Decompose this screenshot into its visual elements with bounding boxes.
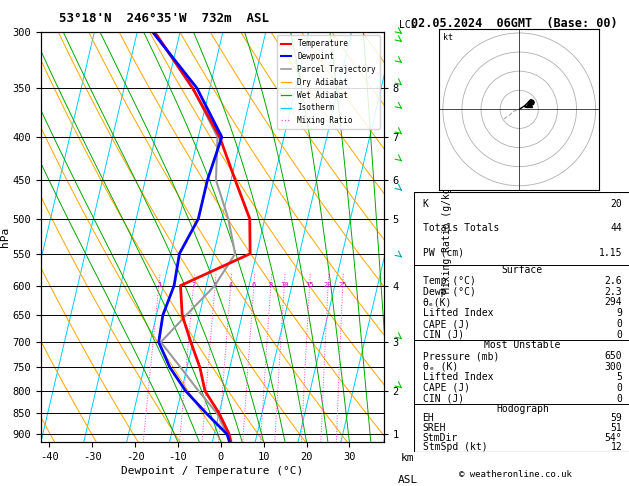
Text: EH: EH <box>423 413 434 423</box>
Text: CAPE (J): CAPE (J) <box>423 383 470 393</box>
Text: 650: 650 <box>604 351 622 361</box>
Text: 25: 25 <box>338 282 347 288</box>
Text: 2: 2 <box>191 282 196 288</box>
Text: 4: 4 <box>229 282 233 288</box>
Text: 1: 1 <box>157 282 161 288</box>
Bar <box>414 265 629 340</box>
Text: Mixing Ratio (g/kg): Mixing Ratio (g/kg) <box>442 181 452 293</box>
Text: LCL: LCL <box>399 19 416 30</box>
Text: Most Unstable: Most Unstable <box>484 341 560 350</box>
Text: ASL: ASL <box>398 475 418 485</box>
Text: 300: 300 <box>604 362 622 372</box>
Text: kt: kt <box>443 33 453 42</box>
Text: 9: 9 <box>616 308 622 318</box>
Text: 2.6: 2.6 <box>604 276 622 286</box>
Text: 2.3: 2.3 <box>604 287 622 296</box>
Text: 10: 10 <box>280 282 289 288</box>
Text: StmDir: StmDir <box>423 433 458 443</box>
Text: 1.15: 1.15 <box>599 248 622 258</box>
Text: 0: 0 <box>616 394 622 403</box>
Text: 20: 20 <box>324 282 332 288</box>
Text: SREH: SREH <box>423 423 446 433</box>
Text: CIN (J): CIN (J) <box>423 394 464 403</box>
Text: Pressure (mb): Pressure (mb) <box>423 351 499 361</box>
Text: Hodograph: Hodograph <box>496 404 549 414</box>
Text: 44: 44 <box>611 224 622 233</box>
Text: 51: 51 <box>611 423 622 433</box>
Legend: Temperature, Dewpoint, Parcel Trajectory, Dry Adiabat, Wet Adiabat, Isotherm, Mi: Temperature, Dewpoint, Parcel Trajectory… <box>277 35 380 129</box>
Text: 3: 3 <box>213 282 217 288</box>
Text: 6: 6 <box>252 282 256 288</box>
Y-axis label: hPa: hPa <box>0 227 9 247</box>
Text: 53°18'N  246°35'W  732m  ASL: 53°18'N 246°35'W 732m ASL <box>58 12 269 25</box>
Bar <box>414 192 629 265</box>
Text: 0: 0 <box>616 383 622 393</box>
Text: 0: 0 <box>616 330 622 340</box>
Text: 02.05.2024  06GMT  (Base: 00): 02.05.2024 06GMT (Base: 00) <box>411 17 617 30</box>
Bar <box>414 340 629 404</box>
Text: 59: 59 <box>611 413 622 423</box>
Text: 12: 12 <box>611 442 622 452</box>
Text: Surface: Surface <box>502 265 543 275</box>
Text: 15: 15 <box>305 282 314 288</box>
Text: Totals Totals: Totals Totals <box>423 224 499 233</box>
Text: Temp (°C): Temp (°C) <box>423 276 476 286</box>
Text: Lifted Index: Lifted Index <box>423 372 493 382</box>
Text: 8: 8 <box>269 282 273 288</box>
Text: 20: 20 <box>611 199 622 209</box>
Text: Lifted Index: Lifted Index <box>423 308 493 318</box>
Text: CAPE (J): CAPE (J) <box>423 319 470 329</box>
Text: K: K <box>423 199 428 209</box>
Text: θₑ(K): θₑ(K) <box>423 297 452 308</box>
Text: StmSpd (kt): StmSpd (kt) <box>423 442 487 452</box>
Text: 54°: 54° <box>604 433 622 443</box>
Text: 294: 294 <box>604 297 622 308</box>
Bar <box>414 404 629 452</box>
Text: 5: 5 <box>616 372 622 382</box>
X-axis label: Dewpoint / Temperature (°C): Dewpoint / Temperature (°C) <box>121 466 303 476</box>
Text: © weatheronline.co.uk: © weatheronline.co.uk <box>459 470 572 479</box>
Text: Dewp (°C): Dewp (°C) <box>423 287 476 296</box>
Text: PW (cm): PW (cm) <box>423 248 464 258</box>
Text: CIN (J): CIN (J) <box>423 330 464 340</box>
Text: θₑ (K): θₑ (K) <box>423 362 458 372</box>
Text: km: km <box>401 453 415 463</box>
Text: 0: 0 <box>616 319 622 329</box>
